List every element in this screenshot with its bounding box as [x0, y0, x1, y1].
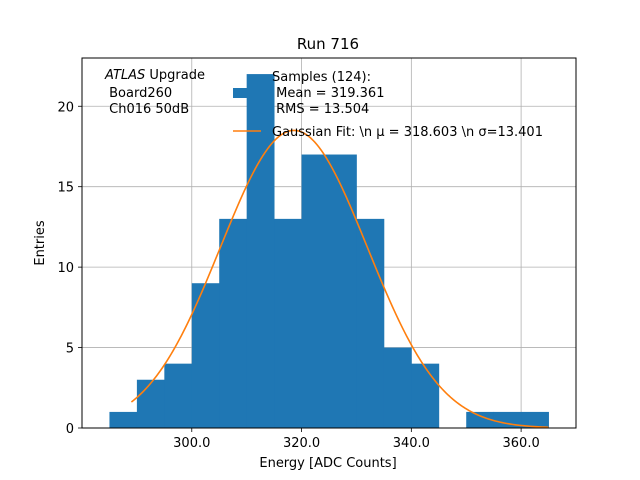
histogram-bar — [329, 154, 357, 429]
legend-samples-line-3: RMS = 13.504 — [272, 102, 369, 117]
plot-frame — [81, 57, 577, 429]
x-tick-label: 300.0 — [173, 436, 210, 451]
legend-samples-line-1: Samples (124): — [272, 70, 371, 85]
histogram-bar — [219, 218, 248, 428]
annotation-box: ATLAS Upgrade Board260 Ch016 50dB — [104, 68, 205, 117]
histogram-bar — [191, 283, 220, 428]
histogram-bar — [356, 218, 385, 428]
bars-layer — [109, 74, 549, 429]
histogram-bar — [521, 411, 549, 428]
y-axis-ticks: 0 5 10 15 20 — [57, 100, 82, 437]
y-axis-label: Entries — [33, 220, 48, 266]
legend-fit-label: Gaussian Fit: \n μ = 318.603 \n σ=13.401 — [272, 125, 543, 140]
y-tick-label: 10 — [57, 261, 74, 276]
y-tick-label: 5 — [66, 342, 74, 357]
x-tick-label: 320.0 — [283, 436, 320, 451]
y-tick-label: 20 — [57, 100, 74, 115]
x-axis-label: Energy [ADC Counts] — [259, 456, 396, 471]
histogram-bar — [274, 218, 302, 428]
gaussian-fit-curve — [130, 129, 549, 429]
y-tick-label: 0 — [66, 422, 74, 437]
histogram-bar — [136, 379, 165, 428]
legend-samples-line-2: Mean = 319.361 — [272, 86, 384, 101]
legend-bar-swatch — [233, 88, 261, 98]
histogram-bar — [466, 411, 495, 428]
annotation-line-2: Board260 — [105, 86, 172, 101]
histogram-bar — [109, 411, 138, 428]
x-tick-label: 340.0 — [393, 436, 430, 451]
x-tick-label: 360.0 — [503, 436, 540, 451]
legend: Samples (124): Mean = 319.361 RMS = 13.5… — [233, 70, 543, 140]
annotation-italic: ATLAS — [104, 68, 145, 83]
histogram-bar — [383, 347, 412, 428]
histogram-bar — [246, 74, 275, 428]
histogram-bar — [411, 363, 440, 428]
histogram-bar — [164, 363, 193, 428]
x-axis-ticks: 300.0 320.0 340.0 360.0 — [173, 428, 540, 451]
histogram-bar — [301, 154, 330, 429]
annotation-rest: Upgrade — [145, 68, 205, 83]
annotation-line-1: ATLAS Upgrade — [104, 68, 205, 83]
annotation-line-3: Ch016 50dB — [105, 102, 189, 117]
y-tick-label: 15 — [57, 181, 74, 196]
chart-title: Run 716 — [297, 35, 359, 53]
